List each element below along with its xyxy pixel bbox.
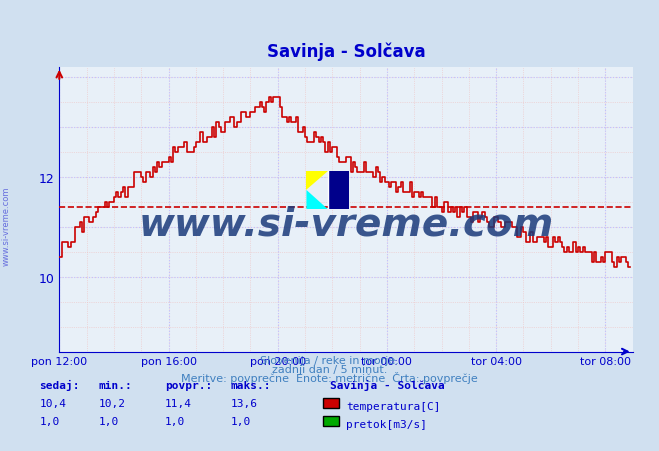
Text: pretok[m3/s]: pretok[m3/s] <box>346 419 427 429</box>
Text: 1,0: 1,0 <box>165 416 185 426</box>
Text: 13,6: 13,6 <box>231 398 258 408</box>
Title: Savinja - Solčava: Savinja - Solčava <box>267 42 425 60</box>
Text: 10,2: 10,2 <box>99 398 126 408</box>
Text: Meritve: povprečne  Enote: metrične  Črta: povprečje: Meritve: povprečne Enote: metrične Črta:… <box>181 371 478 383</box>
Polygon shape <box>306 171 328 190</box>
Text: zadnji dan / 5 minut.: zadnji dan / 5 minut. <box>272 364 387 374</box>
Text: 1,0: 1,0 <box>40 416 60 426</box>
Text: www.si-vreme.com: www.si-vreme.com <box>2 186 11 265</box>
Text: 10,4: 10,4 <box>40 398 67 408</box>
Text: Slovenija / reke in morje.: Slovenija / reke in morje. <box>260 355 399 365</box>
Text: 11,4: 11,4 <box>165 398 192 408</box>
Polygon shape <box>306 190 328 210</box>
Text: 1,0: 1,0 <box>231 416 251 426</box>
Text: sedaj:: sedaj: <box>40 379 80 390</box>
Text: maks.:: maks.: <box>231 380 271 390</box>
Text: min.:: min.: <box>99 380 132 390</box>
Text: povpr.:: povpr.: <box>165 380 212 390</box>
Text: www.si-vreme.com: www.si-vreme.com <box>138 205 554 243</box>
Text: Savinja - Solčava: Savinja - Solčava <box>330 379 444 390</box>
Polygon shape <box>328 171 349 210</box>
Text: 1,0: 1,0 <box>99 416 119 426</box>
Text: temperatura[C]: temperatura[C] <box>346 401 440 411</box>
